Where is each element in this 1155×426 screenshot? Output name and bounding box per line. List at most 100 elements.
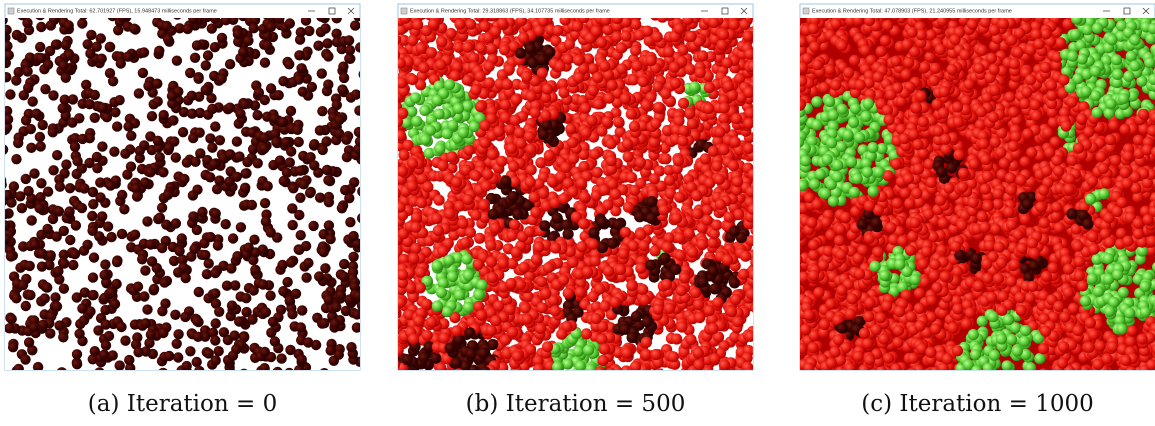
- particle: [541, 119, 552, 130]
- particle: [270, 336, 280, 346]
- particle: [210, 335, 220, 345]
- particle: [530, 207, 541, 218]
- particle: [576, 178, 587, 189]
- particle: [535, 323, 546, 334]
- particle: [508, 191, 519, 202]
- particle: [2, 190, 12, 200]
- particle: [249, 23, 259, 33]
- particle: [232, 172, 242, 182]
- particle: [97, 211, 107, 221]
- particle: [470, 170, 481, 181]
- particle: [519, 262, 530, 273]
- particle: [585, 364, 596, 375]
- particle: [451, 325, 462, 336]
- particle: [295, 166, 305, 176]
- particle: [287, 203, 297, 213]
- particle: [408, 334, 419, 345]
- particle: [479, 21, 490, 32]
- particle: [45, 46, 55, 56]
- particle: [671, 333, 682, 344]
- particle: [284, 59, 294, 69]
- particle: [85, 48, 95, 58]
- particle: [436, 287, 447, 298]
- particle: [188, 211, 198, 221]
- particle: [540, 288, 551, 299]
- particle: [90, 90, 100, 100]
- particle: [642, 26, 653, 37]
- window: Execution & Rendering Total: 47.078903 (…: [790, 4, 1155, 380]
- particle: [486, 256, 497, 267]
- particle: [500, 112, 511, 123]
- particle: [117, 229, 127, 239]
- particle: [140, 265, 150, 275]
- particle: [711, 220, 722, 231]
- particle: [697, 277, 708, 288]
- particle: [670, 78, 681, 89]
- particle: [72, 169, 82, 179]
- particle: [122, 169, 132, 179]
- particle: [631, 60, 642, 71]
- particle: [143, 81, 153, 91]
- particle: [65, 235, 75, 245]
- particle: [294, 74, 304, 84]
- particle: [201, 85, 211, 95]
- particle: [722, 57, 733, 68]
- particle: [123, 51, 133, 61]
- particle: [529, 192, 540, 203]
- particle: [626, 280, 637, 291]
- particle: [603, 266, 614, 277]
- particle: [341, 135, 351, 145]
- particle: [484, 61, 495, 72]
- particle: [93, 325, 103, 335]
- particle: [744, 108, 755, 119]
- particle: [674, 23, 685, 34]
- particle: [1, 25, 11, 35]
- particle: [465, 348, 476, 359]
- particle: [709, 283, 720, 294]
- particle: [68, 260, 78, 270]
- particle: [463, 270, 474, 281]
- particle: [344, 35, 354, 45]
- particle: [544, 47, 555, 58]
- particle: [296, 230, 306, 240]
- particle: [207, 143, 217, 153]
- particle: [702, 366, 713, 377]
- particle: [649, 173, 660, 184]
- particle: [83, 39, 93, 49]
- particle: [442, 306, 453, 317]
- particle: [573, 55, 584, 66]
- particle: [578, 218, 589, 229]
- particle: [64, 20, 74, 30]
- particle: [606, 155, 617, 166]
- particle: [182, 157, 192, 167]
- particle: [282, 277, 292, 287]
- particle: [458, 127, 469, 138]
- particle: [183, 24, 193, 34]
- particle: [596, 37, 607, 48]
- particle: [645, 260, 656, 271]
- particle: [419, 105, 430, 116]
- particle: [134, 88, 144, 98]
- particle: [398, 228, 409, 239]
- particle: [117, 190, 127, 200]
- particle: [319, 368, 329, 378]
- particle: [354, 105, 364, 115]
- particle: [114, 95, 124, 105]
- particle: [6, 251, 16, 261]
- particle: [589, 149, 600, 160]
- particle: [628, 74, 639, 85]
- particle: [214, 307, 224, 317]
- particle: [504, 64, 515, 75]
- particle: [496, 156, 507, 167]
- particle: [339, 259, 349, 269]
- particle: [558, 193, 569, 204]
- particle: [190, 53, 200, 63]
- particle: [611, 366, 622, 377]
- particle: [58, 332, 68, 342]
- particle: [445, 28, 456, 39]
- particle: [313, 41, 323, 51]
- particle: [158, 368, 168, 378]
- particle: [92, 152, 102, 162]
- particle: [308, 221, 318, 231]
- particle: [2, 41, 12, 51]
